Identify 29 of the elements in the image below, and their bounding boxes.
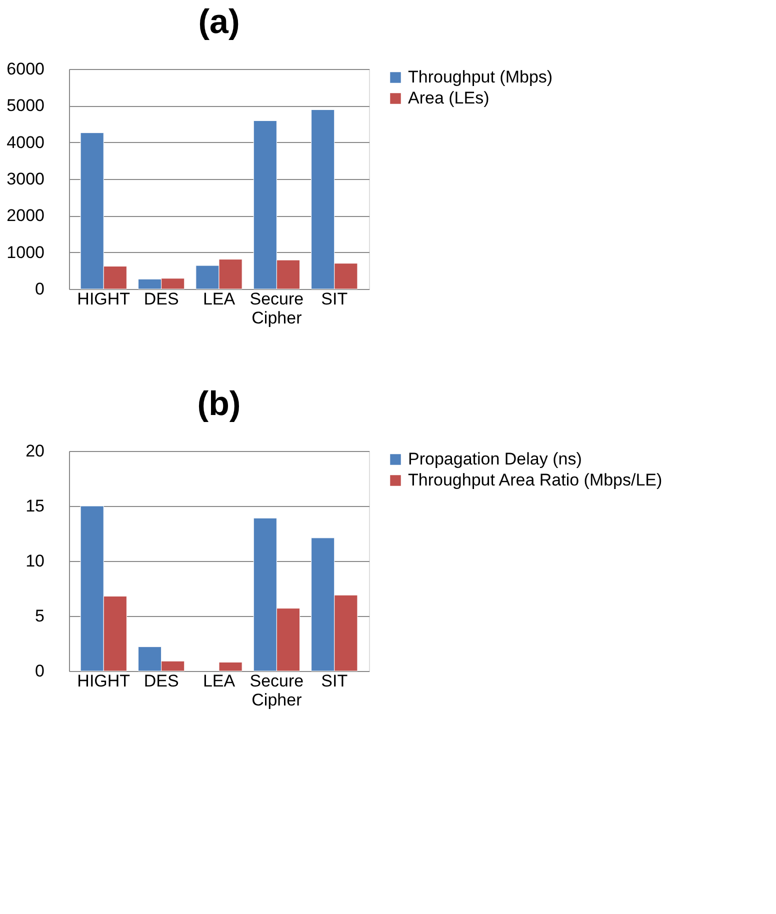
y-tick-label: 1000: [6, 242, 44, 262]
y-tick-label: 6000: [6, 60, 44, 78]
y-tick-label: 10: [26, 552, 44, 570]
y-tick-label: 4000: [6, 132, 44, 152]
x-tick-label: HIGHT: [77, 290, 130, 308]
legend-label: Throughput Area Ratio (Mbps/LE): [408, 470, 662, 490]
legend-label: Throughput (Mbps): [408, 68, 553, 86]
x-tick-label: DES: [144, 290, 179, 308]
y-tick-label: 3000: [6, 170, 44, 188]
x-tick-label: LEA: [202, 290, 236, 308]
bar: [218, 662, 242, 672]
y-tick-label: 5000: [6, 96, 44, 116]
chart-title: (a): [198, 3, 240, 41]
legend-label: Propagation Delay (ns): [408, 450, 582, 468]
y-tick-label: 0: [35, 662, 44, 680]
x-tick-label: HIGHT: [77, 672, 130, 690]
x-tick-label: DES: [144, 672, 179, 690]
y-tick-label: 5: [35, 606, 44, 626]
legend-label: Area (LEs): [408, 88, 490, 108]
y-tick-label: 2000: [6, 206, 44, 226]
x-tick-label: Secure Cipher: [250, 290, 304, 328]
y-tick-label: 20: [26, 442, 44, 460]
y-tick-label: 15: [26, 496, 44, 516]
x-tick-label: LEA: [202, 672, 236, 690]
x-tick-label: SIT: [321, 672, 348, 690]
chart-title: (b): [197, 385, 241, 423]
x-tick-label: SIT: [321, 290, 348, 308]
x-tick-label: Secure Cipher: [250, 672, 304, 710]
y-tick-label: 0: [35, 280, 44, 298]
